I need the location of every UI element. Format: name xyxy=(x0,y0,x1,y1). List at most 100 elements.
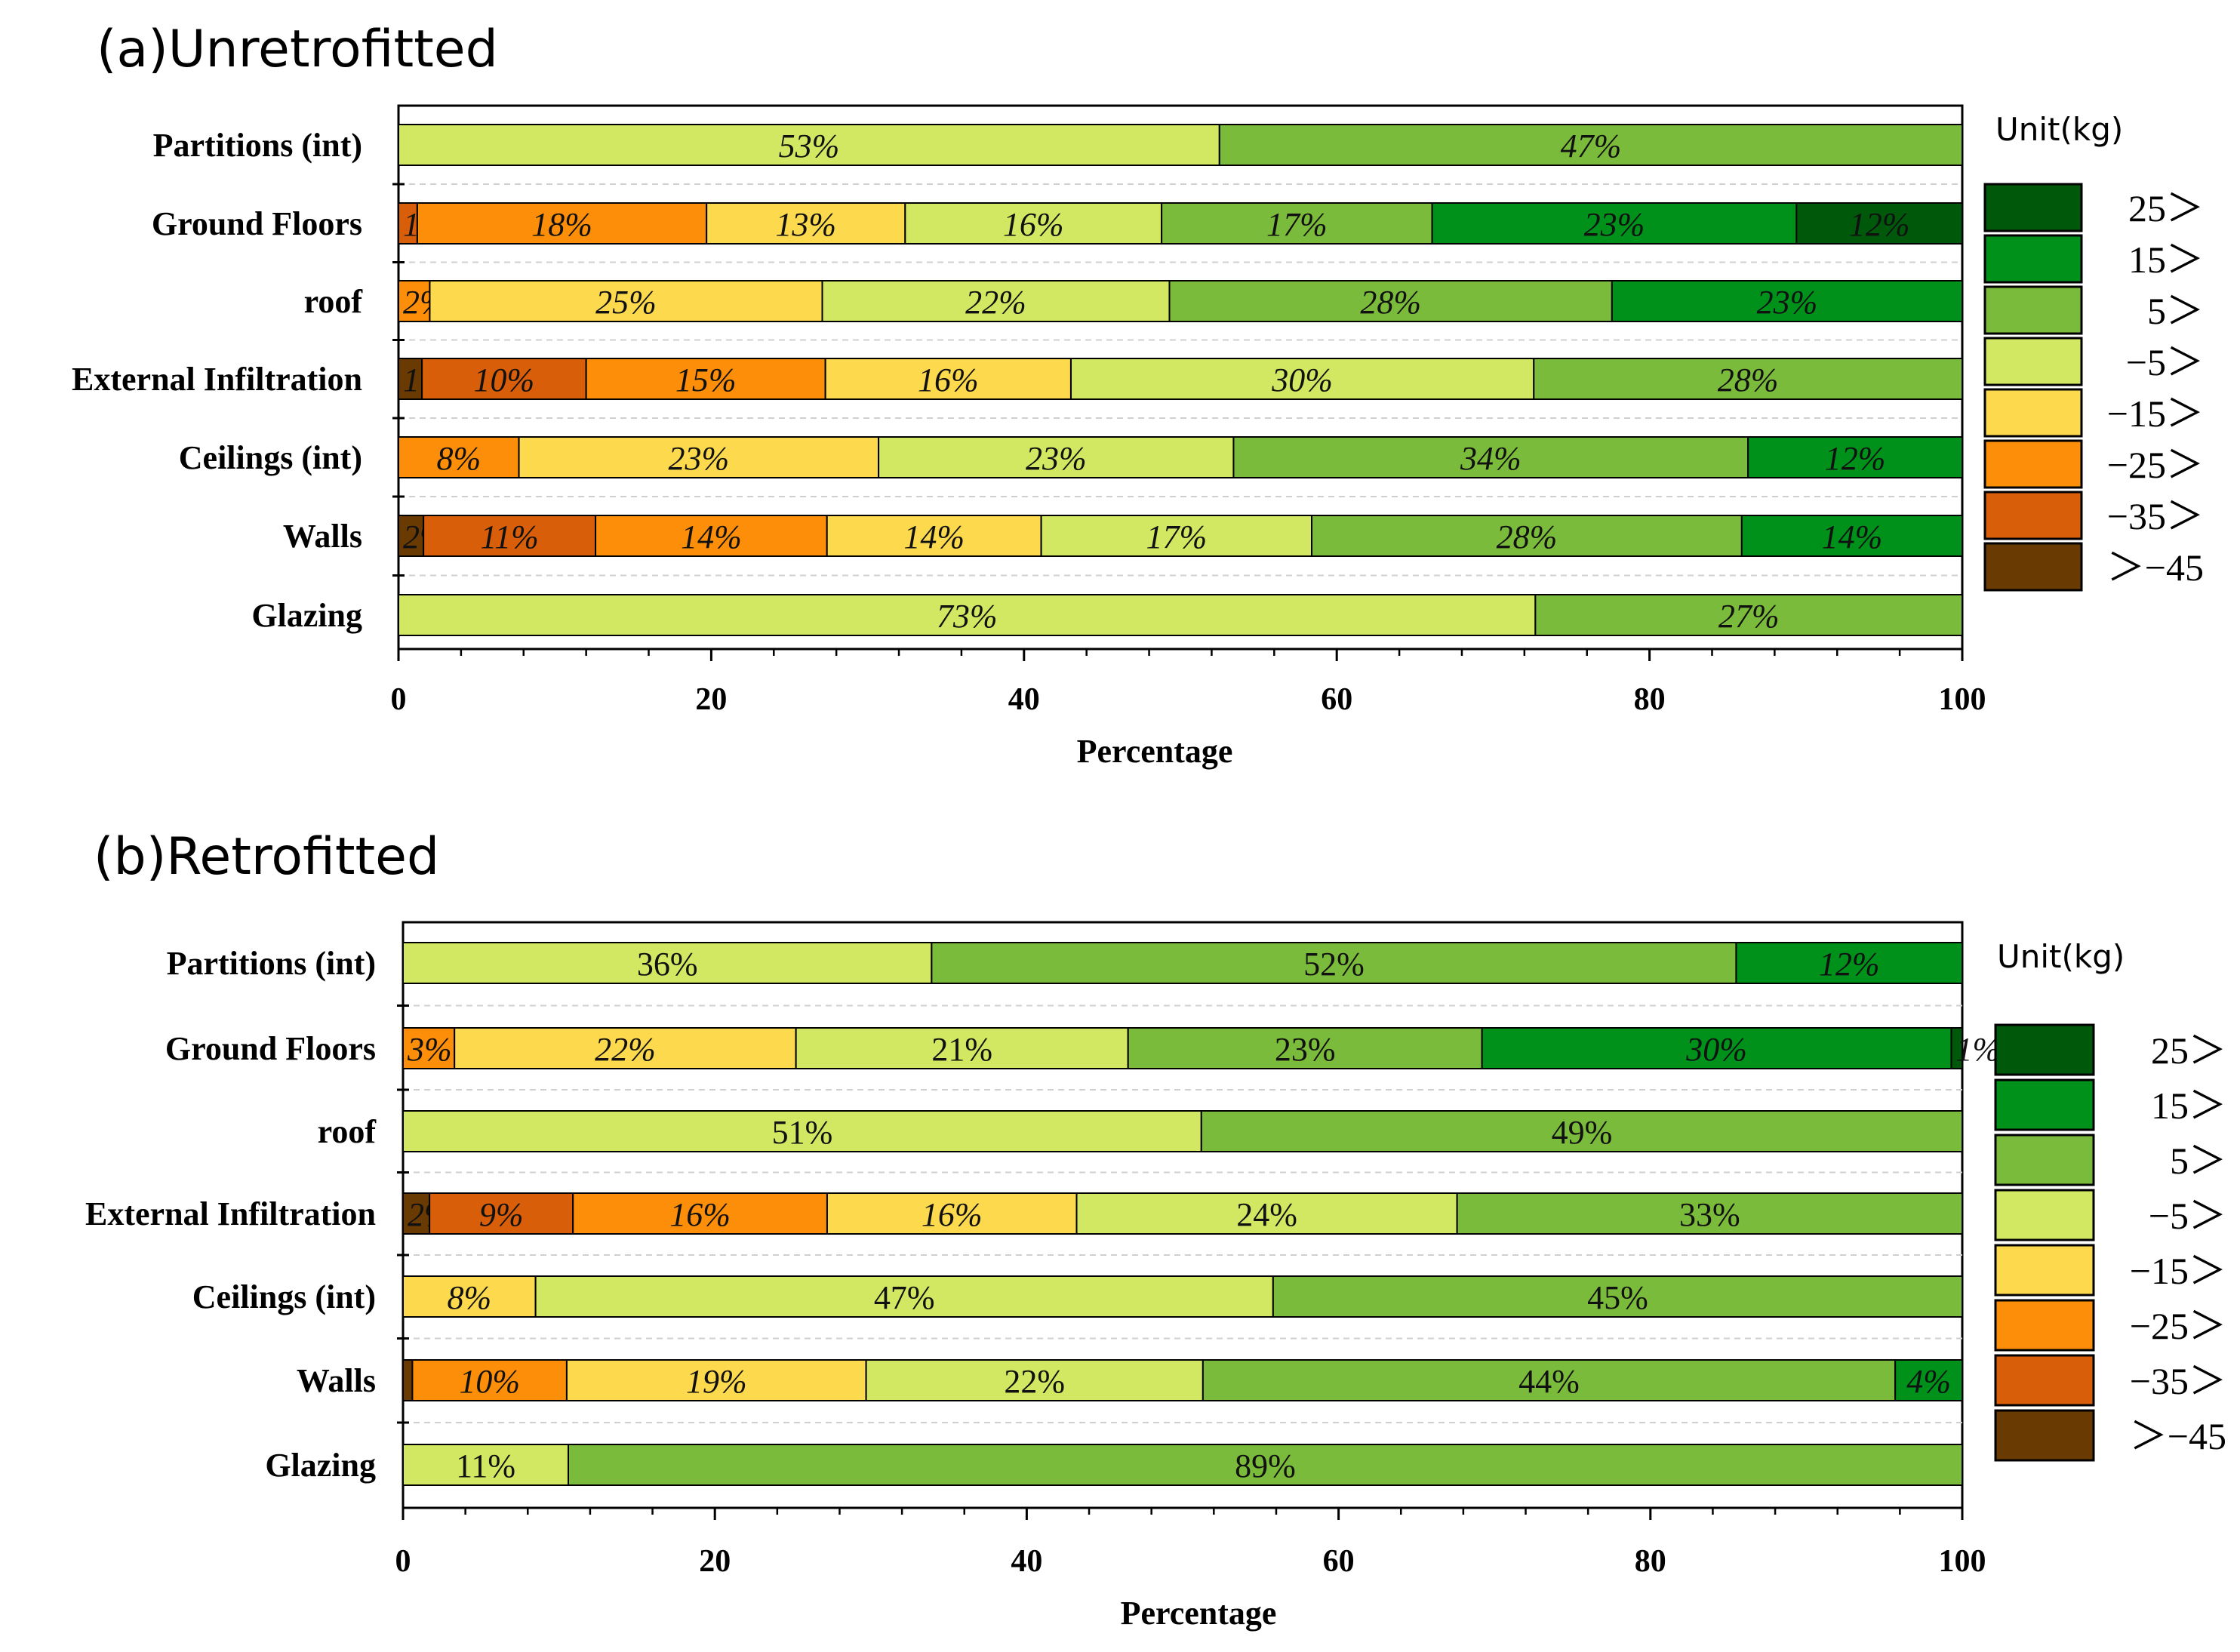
bar-segment-walls-5 xyxy=(1202,1359,1897,1401)
bar-segment-partitions-int-5 xyxy=(931,942,1737,984)
bar-segment-walls-15 xyxy=(1740,515,1963,557)
legend-label-15: 15＞ xyxy=(2151,1084,2226,1127)
bar-segment-partitions-int-5 xyxy=(1218,124,1964,166)
legend-swatch-35 xyxy=(1983,491,2083,540)
data-label-ceilings-int-5: 47% xyxy=(874,1279,935,1316)
legend-label-25: −25＞ xyxy=(2130,1305,2226,1347)
legend-swatch-25 xyxy=(1994,1023,2095,1076)
data-label-walls-5: 44% xyxy=(1518,1363,1580,1400)
data-label-ceilings-int-15: 8% xyxy=(447,1279,491,1316)
legend-label-5: 5＞ xyxy=(2147,290,2204,332)
data-label-ceilings-int-15: 12% xyxy=(1825,440,1886,477)
legend-title-retrofitted: Unit(kg) xyxy=(1997,938,2125,975)
legend-title-unretrofitted: Unit(kg) xyxy=(1995,111,2123,148)
x-tick-label-20: 20 xyxy=(695,682,727,717)
data-label-external-infiltration-35: 9% xyxy=(479,1196,524,1233)
data-label-ground-floors-25: 1% xyxy=(1956,1031,2001,1068)
bar-segment-roof-5 xyxy=(402,1110,1202,1152)
legend-swatch-5 xyxy=(1983,285,2083,335)
bar-segment-walls-35 xyxy=(423,515,597,557)
data-label-ground-floors-25: 3% xyxy=(407,1031,452,1068)
x-tick-label-0: 0 xyxy=(391,682,407,717)
data-label-partitions-int-5: 47% xyxy=(1561,128,1622,165)
bar-segment-external-infiltration-5 xyxy=(1533,358,1963,400)
data-label-ceilings-int-5: 45% xyxy=(1587,1279,1648,1316)
data-label-external-infiltration-35: 10% xyxy=(474,361,535,398)
legend-swatch-25 xyxy=(1983,183,2083,232)
bar-segment-external-infiltration-35 xyxy=(429,1192,574,1235)
bar-segment-partitions-int-5 xyxy=(398,124,1220,166)
bar-segment-external-infiltration-5 xyxy=(1069,358,1535,400)
x-tick-label-0: 0 xyxy=(395,1544,411,1579)
data-label-walls-5: 22% xyxy=(1004,1363,1065,1400)
legend-label-35: −35＞ xyxy=(2130,1360,2226,1402)
bar-segment-glazing-5 xyxy=(1534,594,1963,636)
category-label-external-infiltration: External Infiltration xyxy=(72,361,362,398)
category-label-partitions-int: Partitions (int) xyxy=(153,127,362,164)
bar-segment-external-infiltration-25 xyxy=(572,1192,828,1235)
bar-segment-ceilings-int-15 xyxy=(1747,436,1963,478)
data-label-walls-15: 19% xyxy=(686,1363,747,1400)
data-label-ceilings-int-5: 23% xyxy=(1026,440,1087,477)
legend-swatch-15 xyxy=(1983,234,2083,284)
legend-label-25: 25＞ xyxy=(2128,187,2204,229)
bar-segment-ceilings-int-5 xyxy=(534,1275,1274,1318)
bar-segment-roof-5 xyxy=(821,280,1171,322)
data-label-partitions-int-5: 53% xyxy=(779,128,840,165)
legend-label-35: −35＞ xyxy=(2107,495,2204,537)
category-label-partitions-int: Partitions (int) xyxy=(167,945,376,982)
data-label-glazing-5: 11% xyxy=(456,1447,515,1484)
data-label-roof-15: 23% xyxy=(1757,284,1818,321)
x-axis-label-retrofitted: Percentage xyxy=(1121,1595,1277,1632)
legend-swatch-45 xyxy=(1994,1409,2095,1462)
bar-segment-walls-45 xyxy=(402,1359,414,1401)
data-label-ground-floors-5: 16% xyxy=(1003,206,1064,243)
bar-segment-ground-floors-25 xyxy=(1950,1027,1964,1069)
legend-label-5: −5＞ xyxy=(2149,1195,2226,1237)
legend-swatch-5 xyxy=(1994,1189,2095,1241)
data-label-ground-floors-5: 21% xyxy=(931,1031,992,1068)
bar-segment-ground-floors-5 xyxy=(1127,1027,1483,1069)
data-label-external-infiltration-5: 30% xyxy=(1271,361,1333,398)
data-label-glazing-5: 27% xyxy=(1718,598,1780,635)
data-label-walls-15: 14% xyxy=(903,518,965,555)
category-label-glazing: Glazing xyxy=(251,597,362,634)
bar-segment-walls-15 xyxy=(565,1359,867,1401)
category-label-external-infiltration: External Infiltration xyxy=(85,1195,376,1232)
x-tick-label-60: 60 xyxy=(1321,682,1352,717)
legend-label-15: −15＞ xyxy=(2107,392,2204,435)
category-label-ceilings-int: Ceilings (int) xyxy=(192,1278,376,1315)
data-label-ceilings-int-5: 34% xyxy=(1460,440,1522,477)
bar-segment-external-infiltration-45 xyxy=(398,358,423,400)
bar-segment-ground-floors-15 xyxy=(1431,202,1798,245)
data-label-external-infiltration-25: 15% xyxy=(675,361,737,398)
data-label-external-infiltration-5: 28% xyxy=(1718,361,1779,398)
bar-segment-external-infiltration-5 xyxy=(1456,1192,1963,1235)
data-label-ground-floors-15: 22% xyxy=(595,1031,656,1068)
bar-segment-ceilings-int-5 xyxy=(1272,1275,1963,1318)
bar-segment-walls-15 xyxy=(1894,1359,1964,1401)
data-label-external-infiltration-5: 33% xyxy=(1679,1196,1740,1233)
data-label-roof-5: 28% xyxy=(1360,284,1421,321)
bar-segment-walls-15 xyxy=(826,515,1042,557)
bar-segment-ceilings-int-15 xyxy=(518,436,880,478)
category-label-glazing: Glazing xyxy=(265,1447,376,1484)
data-label-external-infiltration-15: 16% xyxy=(918,361,979,398)
bar-segment-glazing-5 xyxy=(567,1444,1963,1486)
legend-label-45: ＞−45 xyxy=(2107,546,2204,589)
x-tick-label-60: 60 xyxy=(1323,1544,1355,1579)
legend-label-45: ＞−45 xyxy=(2130,1415,2226,1457)
bar-segment-ground-floors-35 xyxy=(398,202,418,245)
panel-retrofitted: (b)Retrofitted Partitions (int) Ground Flo… xyxy=(85,827,2226,1632)
legend-swatch-15 xyxy=(1994,1078,2095,1131)
category-label-ground-floors: Ground Floors xyxy=(165,1030,376,1067)
category-label-walls: Walls xyxy=(283,518,362,555)
bar-segment-partitions-int-5 xyxy=(402,942,933,984)
panel-title-retrofitted: (b)Retrofitted xyxy=(94,827,439,887)
bar-segment-ground-floors-5 xyxy=(1161,202,1433,245)
legend-swatch-15 xyxy=(1983,388,2083,438)
data-label-ground-floors-15: 30% xyxy=(1685,1031,1747,1068)
data-label-partitions-int-5: 36% xyxy=(637,946,698,983)
